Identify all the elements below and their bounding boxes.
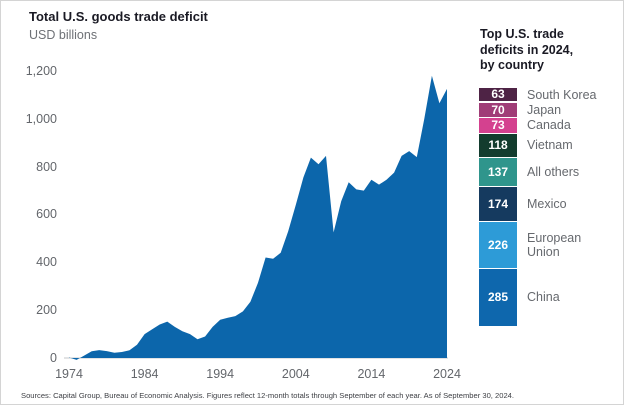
legend-color-block: 73 <box>479 118 517 133</box>
y-tick-label: 400 <box>36 255 57 270</box>
x-tick-label: 1984 <box>130 367 159 381</box>
y-tick-label: 600 <box>36 207 57 222</box>
legend-row: 285 China <box>479 268 615 326</box>
legend-country-label: European Union <box>527 230 582 259</box>
legend-row: 70 Japan <box>479 103 615 117</box>
x-tick-label: 2024 <box>433 367 461 381</box>
legend-country-label: Vietnam <box>527 138 573 153</box>
legend-row: 73 Canada <box>479 118 615 133</box>
deficit-area-series <box>69 75 447 360</box>
source-note: Sources: Capital Group, Bureau of Econom… <box>21 391 515 400</box>
y-tick-label: 200 <box>36 303 57 318</box>
legend-color-block: 226 <box>479 222 517 268</box>
x-tick-label: 1994 <box>206 367 235 381</box>
legend-country-label: China <box>527 290 560 305</box>
legend-value: 70 <box>491 103 505 117</box>
legend-value: 174 <box>487 196 509 211</box>
legend-color-block: 174 <box>479 186 517 222</box>
legend-row: 226 European Union <box>479 222 615 268</box>
legend-country-label: Canada <box>527 118 571 133</box>
legend-row: 118 Vietnam <box>479 133 615 158</box>
legend-row: 63 South Korea <box>479 88 615 102</box>
legend-country-label: Japan <box>527 103 562 117</box>
x-tick-label: 1974 <box>55 367 83 381</box>
x-tick-label: 2014 <box>357 367 386 381</box>
legend-country-label: All others <box>527 164 580 179</box>
legend-color-block: 118 <box>479 133 517 158</box>
y-tick-label: 1,000 <box>25 111 57 126</box>
chart-subtitle: USD billions <box>29 28 98 42</box>
stacked-bar-2024: 63 South Korea 70 Japan 73 Canada 118 Vietnam 13… <box>479 88 615 327</box>
legend-country-label: South Korea <box>527 88 597 102</box>
legend-color-block: 137 <box>479 158 517 186</box>
legend-color-block: 63 <box>479 88 517 101</box>
legend-value: 118 <box>488 138 508 153</box>
y-tick-label: 800 <box>36 159 57 174</box>
legend-country-label: Mexico <box>527 196 567 211</box>
legend-row: 137 All others <box>479 158 615 186</box>
legend-value: 226 <box>487 237 509 252</box>
area-chart-plot <box>64 75 448 360</box>
legend-value: 285 <box>487 290 509 305</box>
legend-value: 73 <box>491 118 505 133</box>
legend-color-block: 285 <box>479 268 517 326</box>
chart-title: Total U.S. goods trade deficit <box>29 9 208 24</box>
x-tick-label: 2004 <box>281 367 310 381</box>
legend-panel-title: Top U.S. trade deficits in 2024, by coun… <box>480 27 574 72</box>
legend-row: 174 Mexico <box>479 186 615 222</box>
legend-value: 137 <box>487 164 509 179</box>
legend-color-block: 70 <box>479 103 517 117</box>
legend-value: 63 <box>491 88 505 101</box>
y-tick-label: 1,200 <box>25 63 57 78</box>
y-tick-label: 0 <box>50 351 57 365</box>
